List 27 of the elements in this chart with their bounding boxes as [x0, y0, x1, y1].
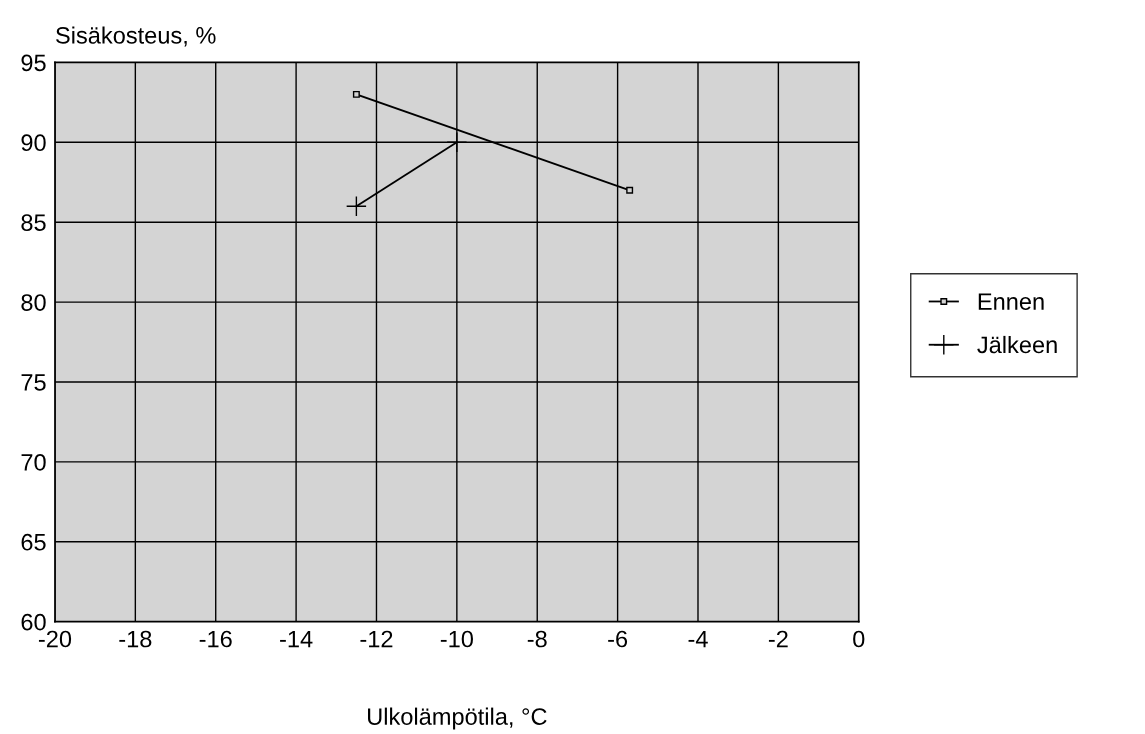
point — [626, 186, 634, 194]
y-tick-label: 85 — [21, 214, 46, 231]
x-tick-label: -14 — [280, 630, 313, 648]
y-axis-title: Sisäkosteus, % — [56, 26, 216, 47]
x-tick-label: -6 — [608, 630, 628, 648]
y-tick-label: 70 — [21, 453, 46, 471]
legend-label: Jälkeen — [977, 335, 1057, 354]
legend-label: Ennen — [978, 293, 1044, 310]
x-tick-label: -2 — [768, 630, 788, 648]
y-tick-label: 95 — [21, 54, 46, 72]
point — [446, 131, 468, 153]
y-tick-label: 80 — [21, 294, 46, 311]
point — [345, 195, 367, 217]
y-tick-label: 65 — [21, 533, 46, 551]
y-tick-label: 90 — [21, 134, 46, 152]
point — [352, 90, 360, 98]
y-tick-label: 75 — [21, 374, 46, 391]
x-axis-title: Ulkolämpötila, °C — [368, 707, 547, 730]
x-tick-label: -8 — [527, 630, 547, 648]
y-tick-label: 60 — [21, 613, 46, 631]
x-tick-label: -12 — [360, 630, 393, 648]
x-tick-label: -20 — [38, 630, 72, 648]
x-tick-label: -18 — [119, 630, 152, 648]
x-tick-label: -4 — [688, 630, 708, 648]
x-tick-label: 0 — [853, 630, 865, 648]
x-tick-label: -10 — [440, 630, 473, 648]
x-tick-label: -16 — [199, 630, 232, 648]
